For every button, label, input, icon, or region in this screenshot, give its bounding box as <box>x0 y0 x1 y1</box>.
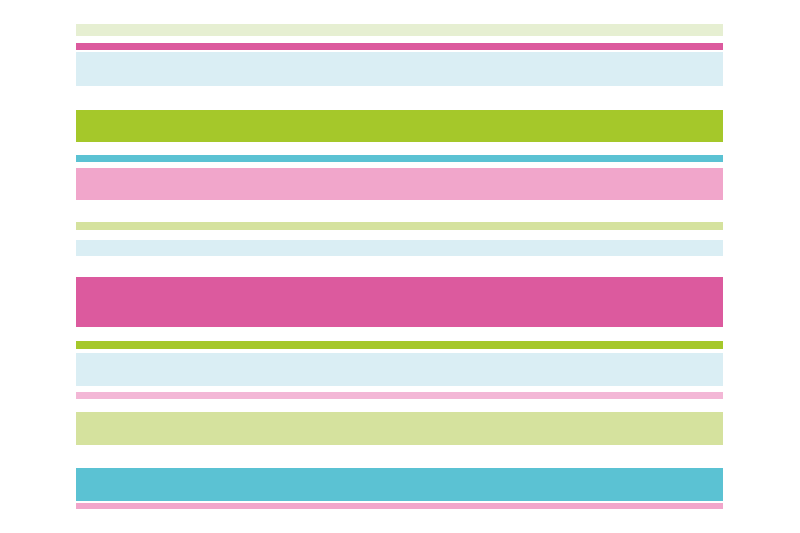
stripe <box>76 168 723 200</box>
stripe <box>76 155 723 162</box>
stripe <box>76 52 723 86</box>
stripe <box>76 24 723 36</box>
stripe <box>76 341 723 349</box>
stripe <box>76 110 723 142</box>
stripe <box>76 412 723 445</box>
stripe <box>76 353 723 386</box>
stripe <box>76 503 723 509</box>
stripe <box>76 43 723 50</box>
stripe <box>76 392 723 399</box>
stripe <box>76 222 723 230</box>
stripe <box>76 277 723 327</box>
stripe <box>76 240 723 256</box>
stripe <box>76 468 723 501</box>
